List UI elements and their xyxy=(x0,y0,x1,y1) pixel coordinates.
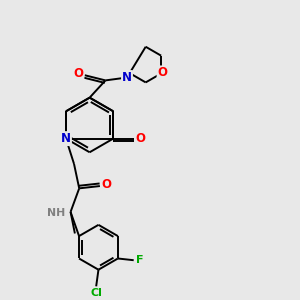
Text: N: N xyxy=(122,71,132,84)
Text: N: N xyxy=(61,132,71,145)
Text: O: O xyxy=(158,66,168,80)
Text: O: O xyxy=(135,132,145,145)
Text: NH: NH xyxy=(47,208,65,218)
Text: O: O xyxy=(74,67,83,80)
Text: F: F xyxy=(136,255,143,265)
Text: O: O xyxy=(102,178,112,191)
Text: Cl: Cl xyxy=(90,288,102,298)
